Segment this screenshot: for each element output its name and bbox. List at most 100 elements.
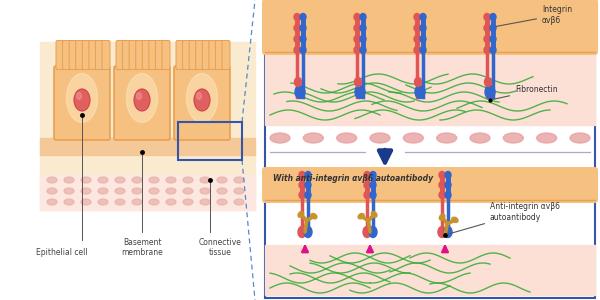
- FancyBboxPatch shape: [129, 40, 137, 70]
- Ellipse shape: [470, 133, 490, 143]
- Ellipse shape: [364, 172, 370, 178]
- Ellipse shape: [439, 172, 445, 178]
- FancyBboxPatch shape: [262, 0, 598, 55]
- FancyBboxPatch shape: [176, 40, 184, 70]
- Ellipse shape: [127, 74, 158, 122]
- Ellipse shape: [363, 226, 371, 238]
- Ellipse shape: [484, 35, 490, 43]
- Ellipse shape: [484, 46, 490, 53]
- Ellipse shape: [439, 191, 445, 199]
- Ellipse shape: [485, 85, 495, 98]
- Ellipse shape: [115, 188, 125, 194]
- Ellipse shape: [64, 199, 74, 205]
- Text: Basement
membrane: Basement membrane: [121, 238, 163, 257]
- Ellipse shape: [370, 133, 390, 143]
- Ellipse shape: [371, 212, 377, 217]
- Ellipse shape: [166, 188, 176, 194]
- Ellipse shape: [47, 188, 57, 194]
- Bar: [40, 175, 255, 210]
- Ellipse shape: [115, 177, 125, 183]
- Ellipse shape: [364, 182, 370, 188]
- Ellipse shape: [570, 133, 590, 143]
- Ellipse shape: [414, 25, 420, 32]
- FancyBboxPatch shape: [114, 66, 170, 140]
- FancyBboxPatch shape: [162, 40, 170, 70]
- FancyBboxPatch shape: [209, 40, 217, 70]
- Ellipse shape: [414, 14, 420, 20]
- Ellipse shape: [234, 199, 244, 205]
- Ellipse shape: [304, 133, 323, 143]
- Ellipse shape: [294, 46, 300, 53]
- Ellipse shape: [490, 35, 496, 43]
- Ellipse shape: [298, 226, 306, 238]
- Ellipse shape: [370, 172, 376, 178]
- FancyBboxPatch shape: [122, 40, 131, 70]
- Ellipse shape: [485, 77, 491, 86]
- Ellipse shape: [337, 133, 356, 143]
- Ellipse shape: [166, 177, 176, 183]
- Bar: [265, 170, 595, 200]
- Ellipse shape: [115, 199, 125, 205]
- Bar: [265, 52, 595, 125]
- Ellipse shape: [360, 14, 366, 20]
- Ellipse shape: [360, 35, 366, 43]
- Bar: [40, 42, 255, 210]
- Ellipse shape: [360, 25, 366, 32]
- Ellipse shape: [183, 199, 193, 205]
- FancyBboxPatch shape: [69, 40, 77, 70]
- Bar: [0, 0, 255, 300]
- Ellipse shape: [311, 214, 317, 219]
- Ellipse shape: [452, 217, 458, 222]
- Ellipse shape: [300, 25, 306, 32]
- Text: Connective
tissue: Connective tissue: [199, 238, 241, 257]
- FancyBboxPatch shape: [95, 40, 103, 70]
- Ellipse shape: [305, 191, 311, 199]
- Ellipse shape: [47, 199, 57, 205]
- Ellipse shape: [197, 92, 202, 100]
- Ellipse shape: [217, 199, 227, 205]
- FancyBboxPatch shape: [215, 40, 223, 70]
- Ellipse shape: [403, 133, 424, 143]
- Ellipse shape: [200, 177, 210, 183]
- Ellipse shape: [536, 133, 557, 143]
- Ellipse shape: [370, 191, 376, 199]
- Ellipse shape: [270, 133, 290, 143]
- Ellipse shape: [299, 172, 305, 178]
- Ellipse shape: [503, 133, 523, 143]
- FancyBboxPatch shape: [189, 40, 197, 70]
- Ellipse shape: [166, 199, 176, 205]
- Ellipse shape: [414, 35, 420, 43]
- Ellipse shape: [194, 89, 210, 111]
- FancyBboxPatch shape: [149, 40, 157, 70]
- Text: Fibronectin: Fibronectin: [493, 85, 557, 99]
- FancyBboxPatch shape: [142, 40, 150, 70]
- FancyBboxPatch shape: [89, 40, 97, 70]
- Ellipse shape: [98, 199, 108, 205]
- FancyBboxPatch shape: [155, 40, 163, 70]
- Ellipse shape: [354, 25, 360, 32]
- Ellipse shape: [300, 14, 306, 20]
- Ellipse shape: [98, 188, 108, 194]
- Ellipse shape: [437, 133, 457, 143]
- Ellipse shape: [300, 35, 306, 43]
- Bar: [265, 245, 595, 295]
- FancyBboxPatch shape: [262, 167, 598, 203]
- Ellipse shape: [490, 25, 496, 32]
- FancyBboxPatch shape: [174, 66, 230, 140]
- Ellipse shape: [81, 199, 91, 205]
- FancyBboxPatch shape: [182, 40, 191, 70]
- FancyBboxPatch shape: [196, 40, 204, 70]
- FancyBboxPatch shape: [56, 40, 64, 70]
- Ellipse shape: [354, 35, 360, 43]
- Ellipse shape: [369, 226, 377, 238]
- Ellipse shape: [98, 177, 108, 183]
- Ellipse shape: [294, 14, 300, 20]
- Ellipse shape: [132, 188, 142, 194]
- Ellipse shape: [298, 212, 304, 217]
- Ellipse shape: [217, 177, 227, 183]
- Ellipse shape: [354, 46, 360, 53]
- FancyBboxPatch shape: [102, 40, 110, 70]
- FancyBboxPatch shape: [136, 40, 144, 70]
- Ellipse shape: [294, 35, 300, 43]
- Ellipse shape: [183, 177, 193, 183]
